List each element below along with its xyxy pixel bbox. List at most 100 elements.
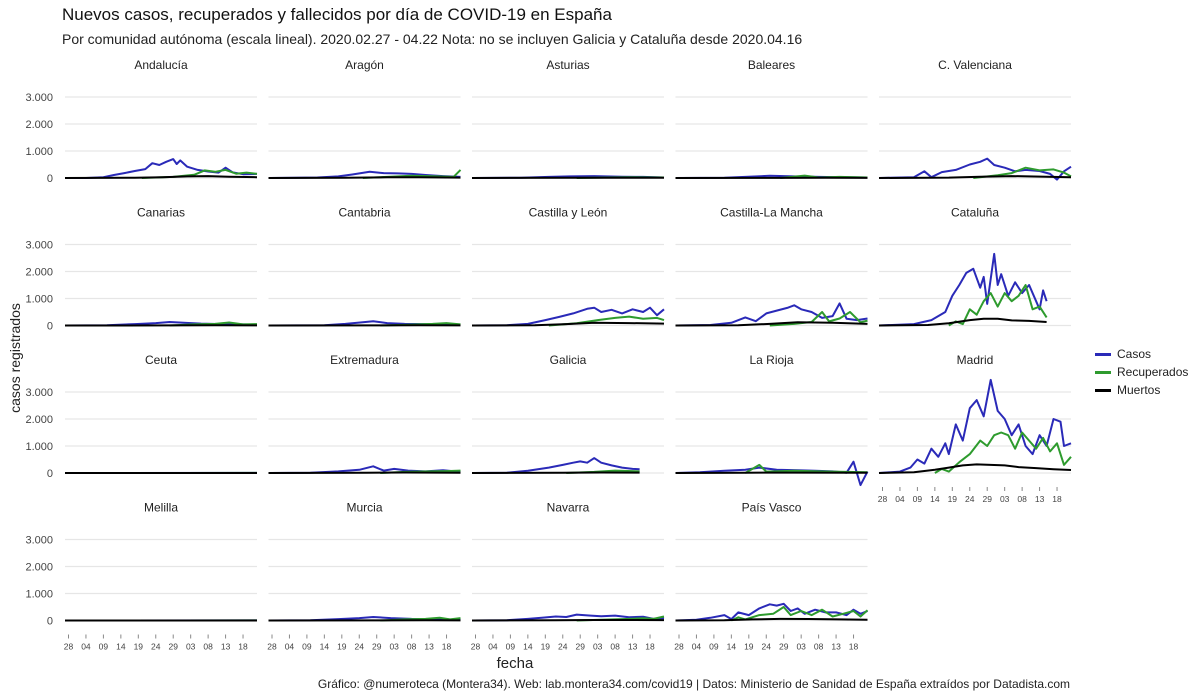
x-tick-label: 18 — [645, 642, 655, 652]
x-tick-label: 24 — [558, 642, 568, 652]
x-tick-label: 04 — [285, 642, 295, 652]
x-tick-label: 19 — [134, 642, 144, 652]
panel-title: Madrid — [957, 353, 994, 367]
y-tick-label: 1.000 — [25, 294, 53, 306]
y-tick-label: 0 — [47, 468, 53, 480]
x-tick-label: 09 — [709, 642, 719, 652]
x-tick-label: 04 — [488, 642, 498, 652]
x-tick-label: 08 — [610, 642, 620, 652]
series-line-casos — [65, 158, 258, 179]
x-tick-label: 18 — [849, 642, 859, 652]
x-tick-label: 03 — [389, 642, 399, 652]
legend-label-casos: Casos — [1117, 347, 1152, 361]
panel-galicia: Galicia — [471, 353, 664, 474]
legend-swatch-casos — [1095, 352, 1111, 356]
panel-title: Melilla — [144, 501, 178, 515]
x-tick-label: 09 — [99, 642, 109, 652]
series-line-muertos — [471, 619, 665, 622]
y-tick-label: 2.000 — [25, 414, 53, 426]
x-tick-label: 09 — [302, 642, 312, 652]
y-tick-label: 3.000 — [25, 240, 53, 252]
x-tick-label: 29 — [779, 642, 789, 652]
panel-title: La Rioja — [749, 353, 793, 367]
series-line-recuperados — [973, 166, 1072, 179]
y-tick-label: 2.000 — [25, 267, 53, 279]
y-tick-label: 2.000 — [25, 119, 53, 131]
legend-item-recuperados: Recuperados — [1095, 363, 1188, 381]
panel-title: Castilla y León — [529, 206, 608, 220]
panel-title: Ceuta — [145, 353, 177, 367]
series-line-muertos — [268, 176, 461, 179]
panel-title: Extremadura — [330, 353, 399, 367]
x-tick-label: 04 — [81, 642, 91, 652]
x-tick-label: 29 — [575, 642, 585, 652]
x-tick-label: 18 — [442, 642, 452, 652]
y-tick-label: 1.000 — [25, 441, 53, 453]
panel-cantabria: Cantabria — [268, 206, 461, 327]
series-line-casos — [878, 252, 1048, 327]
panel-andaluc-a: Andalucía 0 1.000 2.000 3.000 — [25, 58, 258, 185]
panel-title: Asturias — [546, 58, 589, 72]
x-tick-label: 08 — [407, 642, 417, 652]
panel-la-rioja: La Rioja — [675, 353, 869, 487]
series-line-muertos — [268, 471, 461, 474]
panel-title: Canarias — [137, 206, 185, 220]
panel-title: Galicia — [550, 353, 587, 367]
y-tick-label: 0 — [47, 321, 53, 333]
x-tick-label: 08 — [1017, 494, 1027, 504]
legend-label-recuperados: Recuperados — [1117, 365, 1189, 379]
panel-title: C. Valenciana — [938, 58, 1012, 72]
x-tick-label: 08 — [814, 642, 824, 652]
x-tick-label: 18 — [238, 642, 248, 652]
panel-title: Andalucía — [134, 58, 188, 72]
series-line-muertos — [64, 175, 258, 179]
x-tick-label: 14 — [727, 642, 737, 652]
panel-title: Castilla-La Mancha — [720, 206, 823, 220]
chart-title: Nuevos casos, recuperados y fallecidos p… — [62, 5, 612, 24]
x-tick-label: 28 — [674, 642, 684, 652]
series-line-muertos — [675, 617, 868, 622]
x-tick-label: 28 — [64, 642, 74, 652]
panel-title: Murcia — [346, 501, 382, 515]
panel-title: Baleares — [748, 58, 795, 72]
series-line-casos — [675, 302, 868, 327]
x-tick-label: 03 — [186, 642, 196, 652]
x-tick-label: 24 — [151, 642, 161, 652]
x-tick-label: 24 — [762, 642, 772, 652]
panel-asturias: Asturias — [471, 58, 665, 179]
series-line-muertos — [471, 471, 640, 474]
series-line-recuperados — [730, 606, 869, 622]
series-line-muertos — [878, 175, 1072, 179]
y-tick-label: 2.000 — [25, 562, 53, 574]
x-tick-label: 09 — [913, 494, 923, 504]
x-tick-label: 19 — [541, 642, 551, 652]
panel-baleares: Baleares — [675, 58, 868, 179]
x-tick-label: 14 — [930, 494, 940, 504]
x-tick-label: 13 — [424, 642, 434, 652]
x-tick-label: 03 — [1000, 494, 1010, 504]
x-tick-label: 14 — [523, 642, 533, 652]
series-line-casos — [878, 157, 1072, 181]
x-tick-label: 19 — [744, 642, 754, 652]
series-line-casos — [471, 306, 665, 327]
x-tick-label: 28 — [267, 642, 277, 652]
y-tick-label: 1.000 — [25, 589, 53, 601]
panel-canarias: Canarias 0 1.000 2.000 3.000 — [25, 206, 258, 333]
x-axis-label: fecha — [496, 655, 534, 672]
x-tick-label: 13 — [628, 642, 638, 652]
x-tick-label: 19 — [337, 642, 347, 652]
x-tick-label: 28 — [878, 494, 888, 504]
panel-castilla-la-mancha: Castilla-La Mancha — [675, 206, 868, 327]
x-tick-label: 13 — [221, 642, 231, 652]
chart-caption: Gráfico: @numeroteca (Montera34). Web: l… — [317, 677, 1070, 691]
legend-item-casos: Casos — [1095, 345, 1188, 363]
panel-extremadura: Extremadura — [268, 353, 461, 474]
y-tick-label: 3.000 — [25, 387, 53, 399]
x-tick-label: 08 — [203, 642, 213, 652]
x-tick-label: 14 — [320, 642, 330, 652]
x-tick-label: 14 — [116, 642, 126, 652]
series-line-muertos — [471, 321, 665, 327]
panel-melilla: Melilla 0 1.000 2.000 3.000 28 04 09 14 19 24 29 03 0… — [25, 501, 258, 652]
x-tick-label: 24 — [355, 642, 365, 652]
x-tick-label: 13 — [831, 642, 841, 652]
